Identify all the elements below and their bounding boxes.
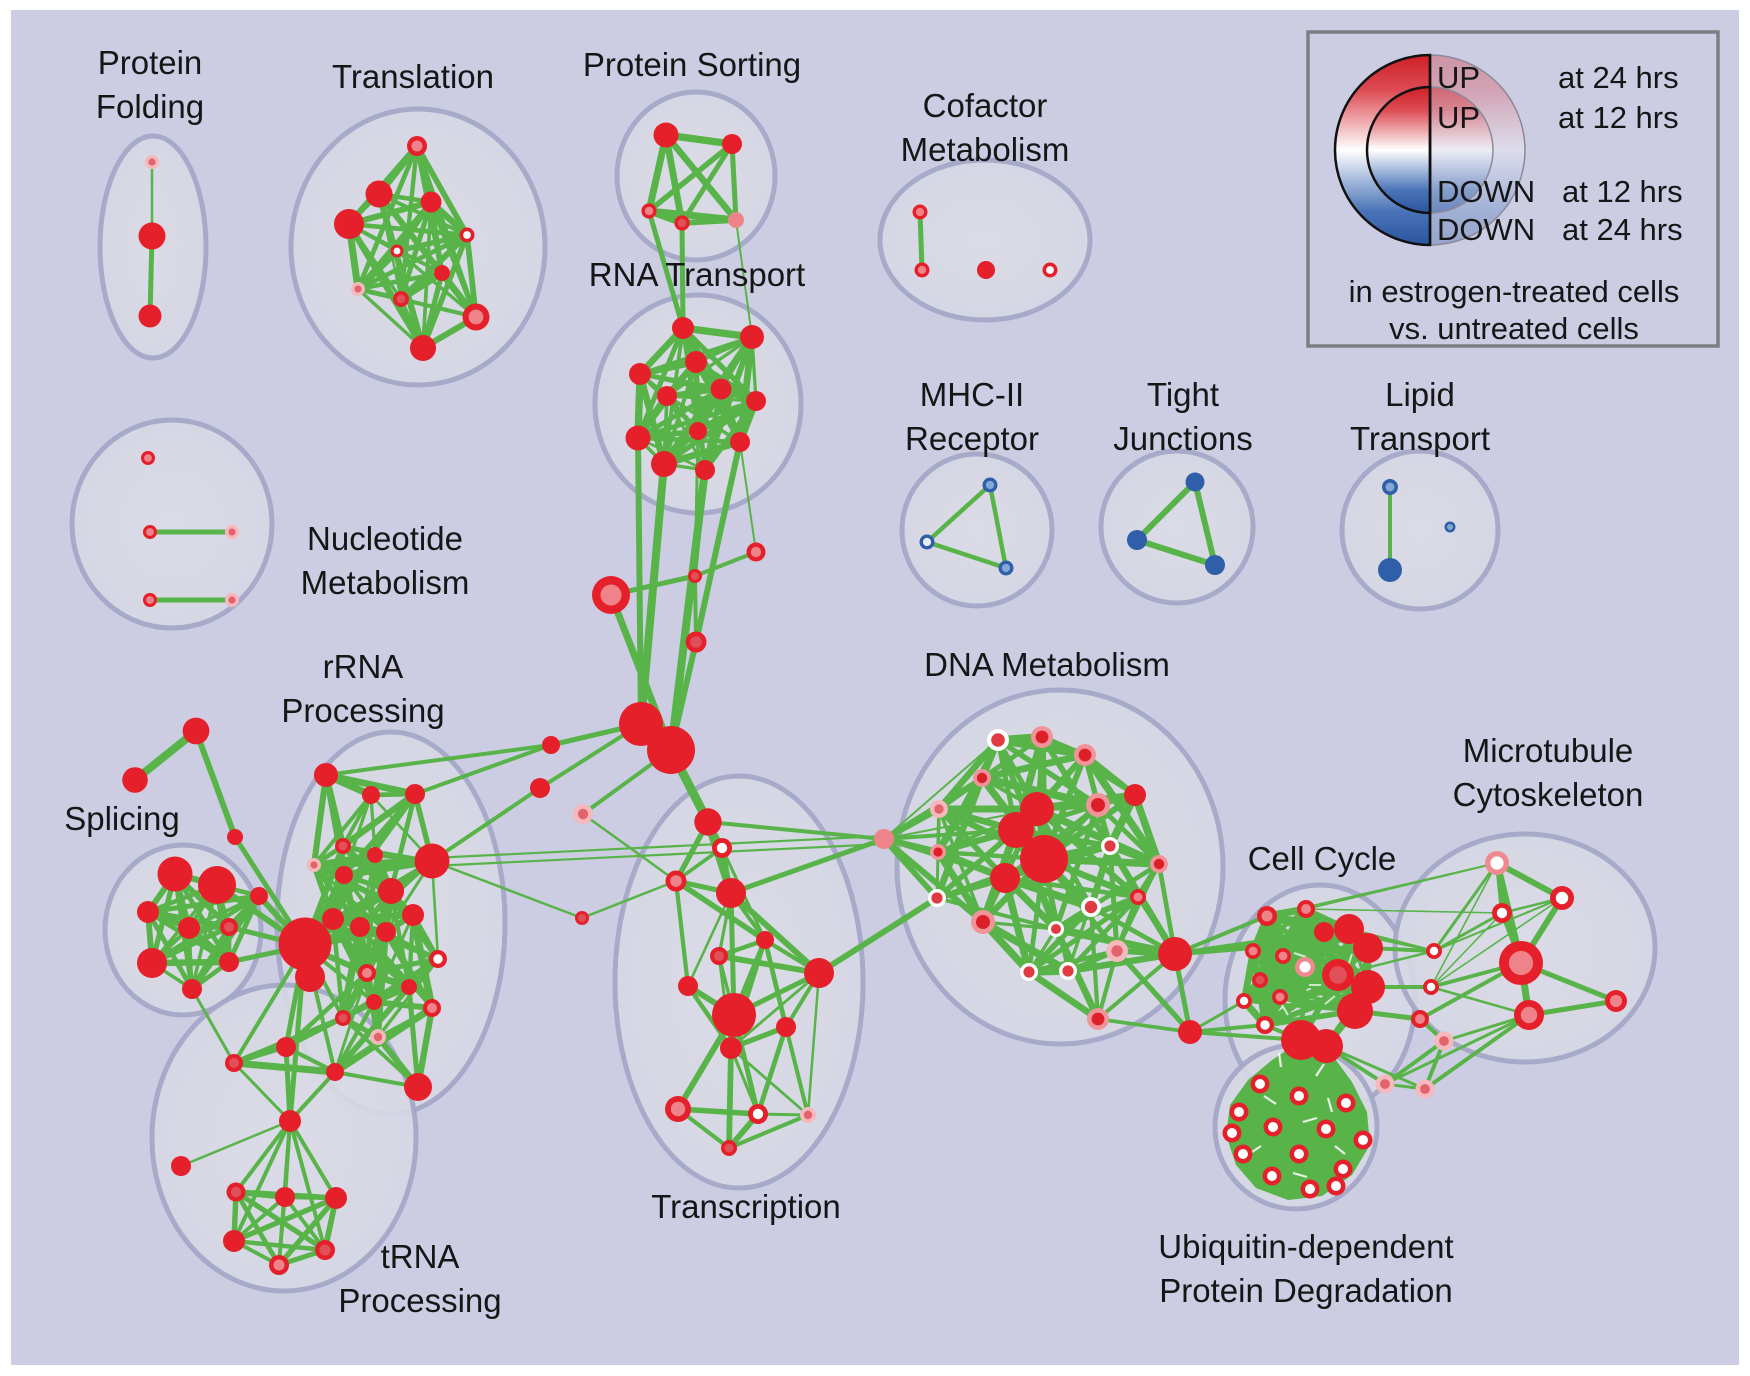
svg-text:Cell Cycle: Cell Cycle [1248, 840, 1397, 877]
svg-text:Cytoskeleton: Cytoskeleton [1453, 776, 1644, 813]
svg-text:Microtubule: Microtubule [1463, 732, 1634, 769]
svg-text:Transcription: Transcription [651, 1188, 841, 1225]
svg-text:at 12 hrs: at 12 hrs [1558, 100, 1679, 135]
svg-text:DNA Metabolism: DNA Metabolism [924, 646, 1170, 683]
svg-text:Metabolism: Metabolism [301, 564, 470, 601]
svg-text:Ubiquitin-dependent: Ubiquitin-dependent [1158, 1228, 1453, 1265]
svg-text:Splicing: Splicing [64, 800, 180, 837]
svg-text:Cofactor: Cofactor [923, 87, 1048, 124]
svg-text:Protein: Protein [98, 44, 203, 81]
svg-text:Translation: Translation [332, 58, 494, 95]
svg-text:DOWN: DOWN [1437, 174, 1535, 209]
svg-text:Transport: Transport [1350, 420, 1490, 457]
svg-text:Metabolism: Metabolism [901, 131, 1070, 168]
svg-text:at 12 hrs: at 12 hrs [1562, 174, 1683, 209]
svg-text:UP: UP [1437, 60, 1480, 95]
svg-text:Folding: Folding [96, 88, 204, 125]
svg-text:UP: UP [1437, 100, 1480, 135]
svg-text:MHC-II: MHC-II [920, 376, 1024, 413]
svg-text:at 24 hrs: at 24 hrs [1558, 60, 1679, 95]
svg-text:Processing: Processing [338, 1282, 501, 1319]
svg-text:in estrogen-treated cells: in estrogen-treated cells [1349, 274, 1680, 309]
svg-text:vs. untreated cells: vs. untreated cells [1389, 311, 1639, 346]
svg-text:Processing: Processing [281, 692, 444, 729]
svg-text:DOWN: DOWN [1437, 212, 1535, 247]
svg-text:Tight: Tight [1147, 376, 1219, 413]
svg-text:rRNA: rRNA [323, 648, 404, 685]
svg-text:Protein Sorting: Protein Sorting [583, 46, 801, 83]
svg-text:tRNA: tRNA [381, 1238, 460, 1275]
svg-text:RNA Transport: RNA Transport [589, 256, 805, 293]
svg-text:Junctions: Junctions [1113, 420, 1252, 457]
svg-text:Nucleotide: Nucleotide [307, 520, 463, 557]
svg-text:at 24 hrs: at 24 hrs [1562, 212, 1683, 247]
svg-text:Receptor: Receptor [905, 420, 1039, 457]
svg-text:Protein Degradation: Protein Degradation [1159, 1272, 1453, 1309]
svg-text:Lipid: Lipid [1385, 376, 1455, 413]
